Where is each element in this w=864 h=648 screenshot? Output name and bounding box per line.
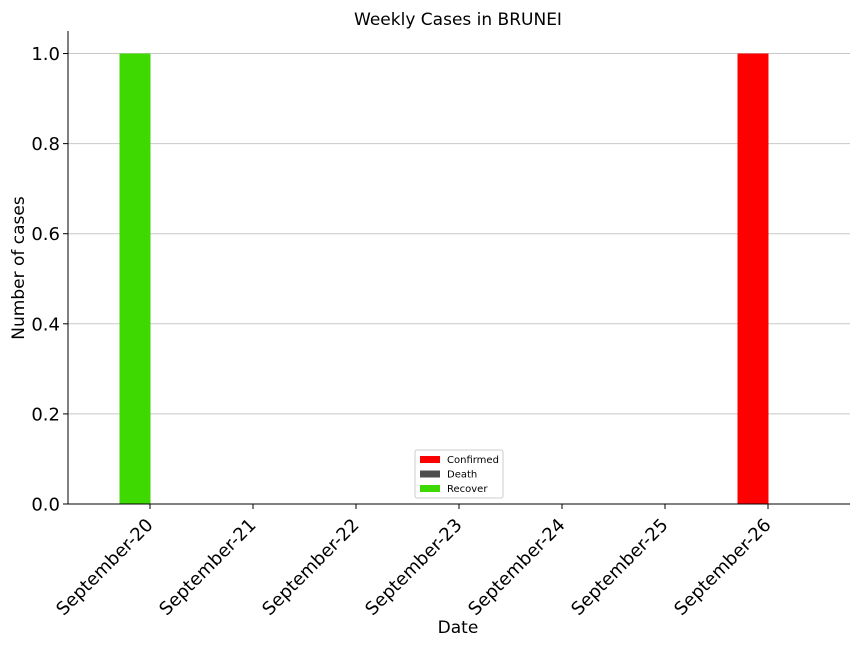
x-tick-label: September-25 (567, 515, 672, 620)
y-axis-title: Number of cases (9, 196, 29, 340)
x-axis-title: Date (438, 618, 479, 638)
x-tick-label: September-23 (361, 515, 466, 620)
bars (119, 53, 769, 505)
y-tick-label: 1.0 (31, 44, 60, 65)
legend-label-recover: Recover (447, 484, 488, 495)
y-tick-label: 0.8 (31, 134, 60, 155)
y-tick-label: 0.4 (31, 314, 60, 335)
grid-lines (68, 53, 850, 415)
x-tick-label: September-26 (670, 515, 775, 620)
chart-title: Weekly Cases in BRUNEI (354, 10, 562, 30)
legend-swatch-confirmed (420, 456, 440, 463)
bar-confirmed-september-26 (737, 53, 769, 505)
x-tick-label: September-24 (464, 515, 569, 620)
legend: Confirmed Death Recover (414, 449, 504, 499)
legend-label-death: Death (447, 470, 477, 481)
legend-label-confirmed: Confirmed (447, 455, 499, 466)
y-ticks: 0.0 0.2 0.4 0.6 0.8 1.0 (31, 44, 68, 516)
x-ticks: September-20September-21September-22Sept… (52, 504, 776, 620)
y-tick-label: 0.0 (31, 495, 60, 516)
y-tick-label: 0.2 (31, 404, 60, 425)
legend-swatch-recover (420, 485, 440, 492)
legend-swatch-death (420, 470, 440, 478)
y-tick-label: 0.6 (31, 224, 60, 245)
x-tick-label: September-21 (155, 515, 260, 620)
x-tick-label: September-20 (52, 515, 157, 620)
x-tick-label: September-22 (258, 515, 363, 620)
bar-recover-september-20 (119, 53, 151, 505)
